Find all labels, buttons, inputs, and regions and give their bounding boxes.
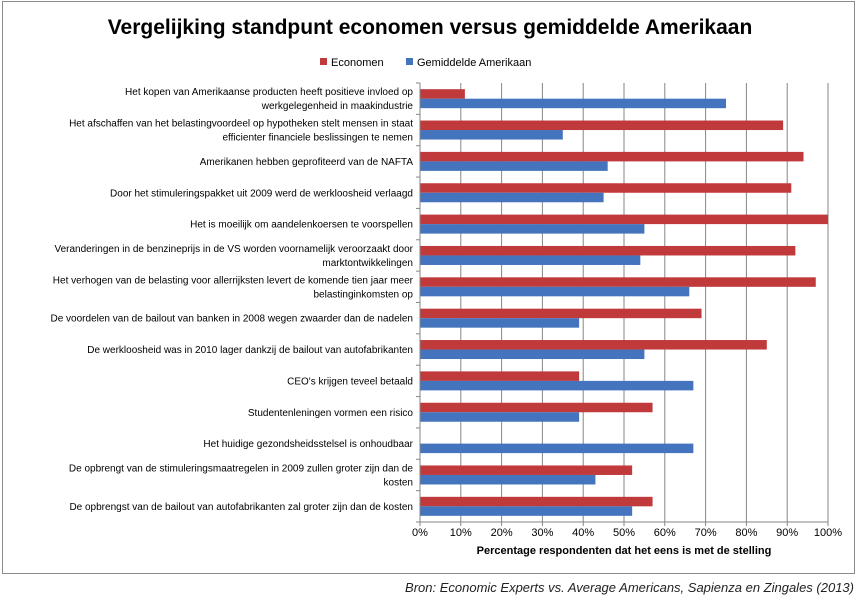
x-tick-label: 0% bbox=[412, 527, 428, 539]
category-label: Door het stimuleringspakket uit 2009 wer… bbox=[110, 188, 413, 199]
bar-economen bbox=[420, 465, 633, 475]
x-tick-label: 20% bbox=[491, 527, 513, 539]
category-label: Amerikanen hebben geprofiteerd van de NA… bbox=[200, 157, 414, 168]
x-tick-label: 60% bbox=[654, 527, 676, 539]
legend-label-gemiddelde-amerikaan: Gemiddelde Amerikaan bbox=[417, 57, 531, 69]
gridlines bbox=[419, 83, 829, 526]
x-tick-label: 100% bbox=[814, 527, 842, 539]
category-label: Het kopen van Amerikaanse producten heef… bbox=[125, 87, 413, 98]
bar-gemiddelde-amerikaan bbox=[420, 443, 694, 454]
x-tick-label: 30% bbox=[531, 527, 553, 539]
bar-economen bbox=[420, 371, 580, 381]
bar-gemiddelde-amerikaan bbox=[420, 286, 690, 297]
x-axis-label: Percentage respondenten dat het eens is … bbox=[477, 545, 772, 557]
bar-gemiddelde-amerikaan bbox=[420, 130, 563, 140]
bar-gemiddelde-amerikaan bbox=[420, 380, 694, 391]
bar-gemiddelde-amerikaan bbox=[420, 318, 580, 328]
bar-economen bbox=[420, 308, 702, 319]
bar-gemiddelde-amerikaan bbox=[420, 98, 726, 109]
category-label: Het huidige gezondsheidsstelsel is onhou… bbox=[203, 439, 413, 450]
category-label: Het is moeilijk om aandelenkoersen te vo… bbox=[190, 220, 413, 231]
bar-economen bbox=[420, 89, 465, 99]
source-note: Bron: Economic Experts vs. Average Ameri… bbox=[405, 580, 854, 595]
legend-swatch-economen bbox=[320, 58, 327, 65]
category-label: CEO's krijgen teveel betaald bbox=[287, 376, 413, 387]
category-label: De opbrengt van de stimuleringsmaatregel… bbox=[69, 463, 414, 474]
category-label: Het afschaffen van het belastingvoordeel… bbox=[69, 119, 413, 130]
bar-gemiddelde-amerikaan bbox=[420, 161, 608, 171]
bar-economen bbox=[420, 277, 816, 287]
bars bbox=[416, 82, 828, 523]
bar-gemiddelde-amerikaan bbox=[420, 192, 604, 203]
bar-gemiddelde-amerikaan bbox=[420, 224, 645, 234]
category-label: kosten bbox=[384, 477, 413, 488]
category-labels: Het kopen van Amerikaanse producten heef… bbox=[51, 87, 414, 513]
legend-label-economen: Economen bbox=[331, 57, 384, 69]
bar-gemiddelde-amerikaan bbox=[420, 412, 580, 422]
bar-economen bbox=[420, 151, 804, 162]
category-label: marktontwikkelingen bbox=[322, 258, 413, 269]
x-tick-label: 80% bbox=[735, 527, 757, 539]
category-label: Studentenleningen vormen een risico bbox=[248, 408, 414, 419]
x-tick-label: 50% bbox=[613, 527, 635, 539]
x-tick-label: 70% bbox=[695, 527, 717, 539]
bar-gemiddelde-amerikaan bbox=[420, 255, 641, 265]
bar-economen bbox=[420, 245, 796, 256]
legend-swatch-gemiddelde-amerikaan bbox=[406, 58, 413, 65]
bar-economen bbox=[420, 120, 784, 131]
category-label: De opbrengst van de bailout van autofabr… bbox=[69, 502, 413, 513]
chart-title: Vergelijking standpunt economen versus g… bbox=[108, 16, 753, 39]
category-label: Veranderingen in de benzineprijs in de V… bbox=[54, 244, 413, 255]
bar-economen bbox=[420, 496, 653, 507]
bar-economen bbox=[420, 402, 653, 413]
category-label: Het verhogen van de belasting voor aller… bbox=[53, 275, 414, 286]
axes bbox=[419, 83, 828, 523]
legend: Economen Gemiddelde Amerikaan bbox=[320, 57, 531, 69]
x-tick-label: 90% bbox=[776, 527, 798, 539]
category-label: De werkloosheid was in 2010 lager dankzi… bbox=[87, 345, 413, 356]
bar-economen bbox=[420, 183, 792, 193]
bar-economen bbox=[420, 340, 767, 350]
x-tick-label: 10% bbox=[450, 527, 472, 539]
bar-gemiddelde-amerikaan bbox=[420, 349, 645, 360]
bar-gemiddelde-amerikaan bbox=[420, 474, 596, 485]
category-label: De voordelen van de bailout van banken i… bbox=[51, 314, 414, 325]
category-label: belastinginkomsten op bbox=[313, 289, 413, 300]
x-tick-labels: 0% 10% 20% 30% 40% 50% 60% 70% 80% 90% 100% bbox=[412, 527, 842, 539]
bar-economen bbox=[420, 214, 828, 225]
bar-gemiddelde-amerikaan bbox=[420, 506, 633, 516]
category-label: werkgelegenheid in maakindustrie bbox=[261, 101, 414, 112]
x-tick-label: 40% bbox=[572, 527, 594, 539]
category-label: efficienter financiele beslissingen te n… bbox=[223, 133, 414, 144]
